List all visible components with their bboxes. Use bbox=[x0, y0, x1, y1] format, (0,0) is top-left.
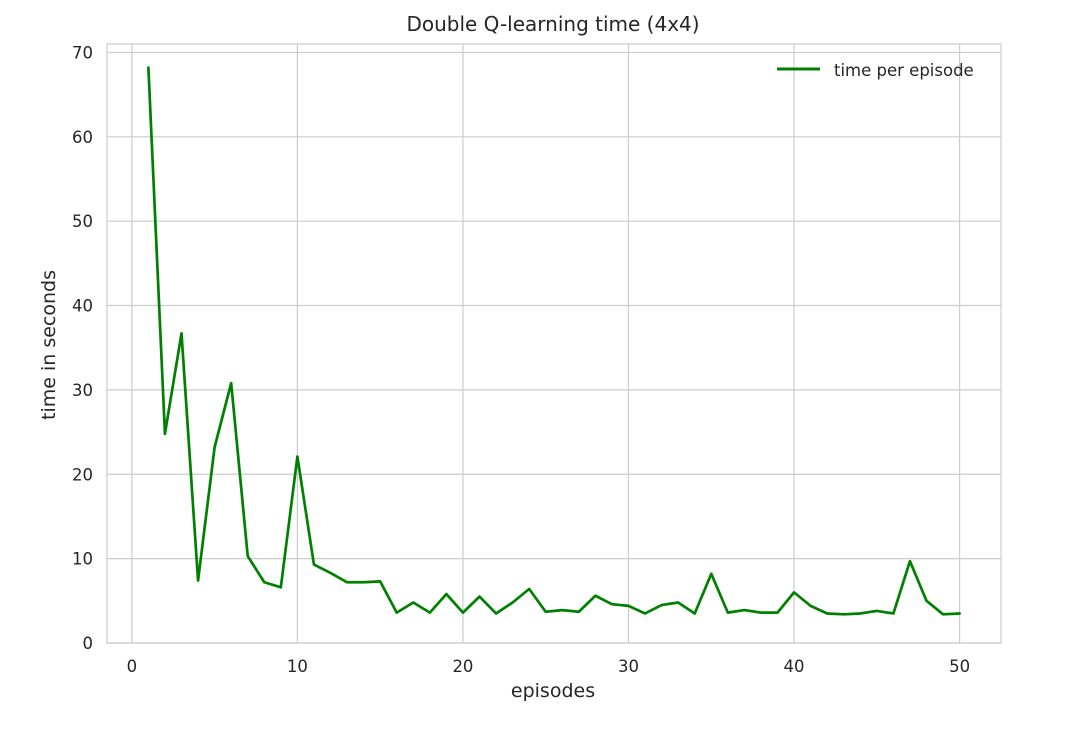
y-tick-labels: 0 10 20 30 40 50 60 70 bbox=[72, 43, 93, 653]
x-tick-label: 20 bbox=[452, 657, 473, 676]
legend-label: time per episode bbox=[834, 61, 974, 80]
series-layer bbox=[147, 66, 961, 616]
x-gridlines bbox=[131, 44, 961, 643]
y-axis-label: time in seconds bbox=[38, 270, 60, 420]
x-tick-label: 30 bbox=[618, 657, 639, 676]
y-tick-label: 40 bbox=[72, 297, 93, 316]
chart-title: Double Q-learning time (4x4) bbox=[406, 12, 699, 36]
y-tick-label: 20 bbox=[72, 465, 93, 484]
y-tick-label: 60 bbox=[72, 128, 93, 147]
series-line bbox=[147, 66, 961, 616]
x-tick-label: 50 bbox=[949, 657, 970, 676]
y-gridlines bbox=[107, 51, 1001, 644]
y-tick-label: 0 bbox=[83, 634, 94, 653]
x-axis-label: episodes bbox=[511, 680, 595, 702]
y-tick-label: 10 bbox=[72, 550, 93, 569]
x-tick-label: 40 bbox=[784, 657, 805, 676]
y-tick-label: 50 bbox=[72, 212, 93, 231]
x-tick-label: 10 bbox=[287, 657, 308, 676]
plot-area bbox=[106, 43, 1002, 644]
y-tick-label: 70 bbox=[72, 43, 93, 62]
legend: time per episode bbox=[777, 61, 974, 80]
x-tick-labels: 0 10 20 30 40 50 bbox=[127, 657, 971, 676]
x-tick-label: 0 bbox=[127, 657, 138, 676]
y-tick-label: 30 bbox=[72, 381, 93, 400]
